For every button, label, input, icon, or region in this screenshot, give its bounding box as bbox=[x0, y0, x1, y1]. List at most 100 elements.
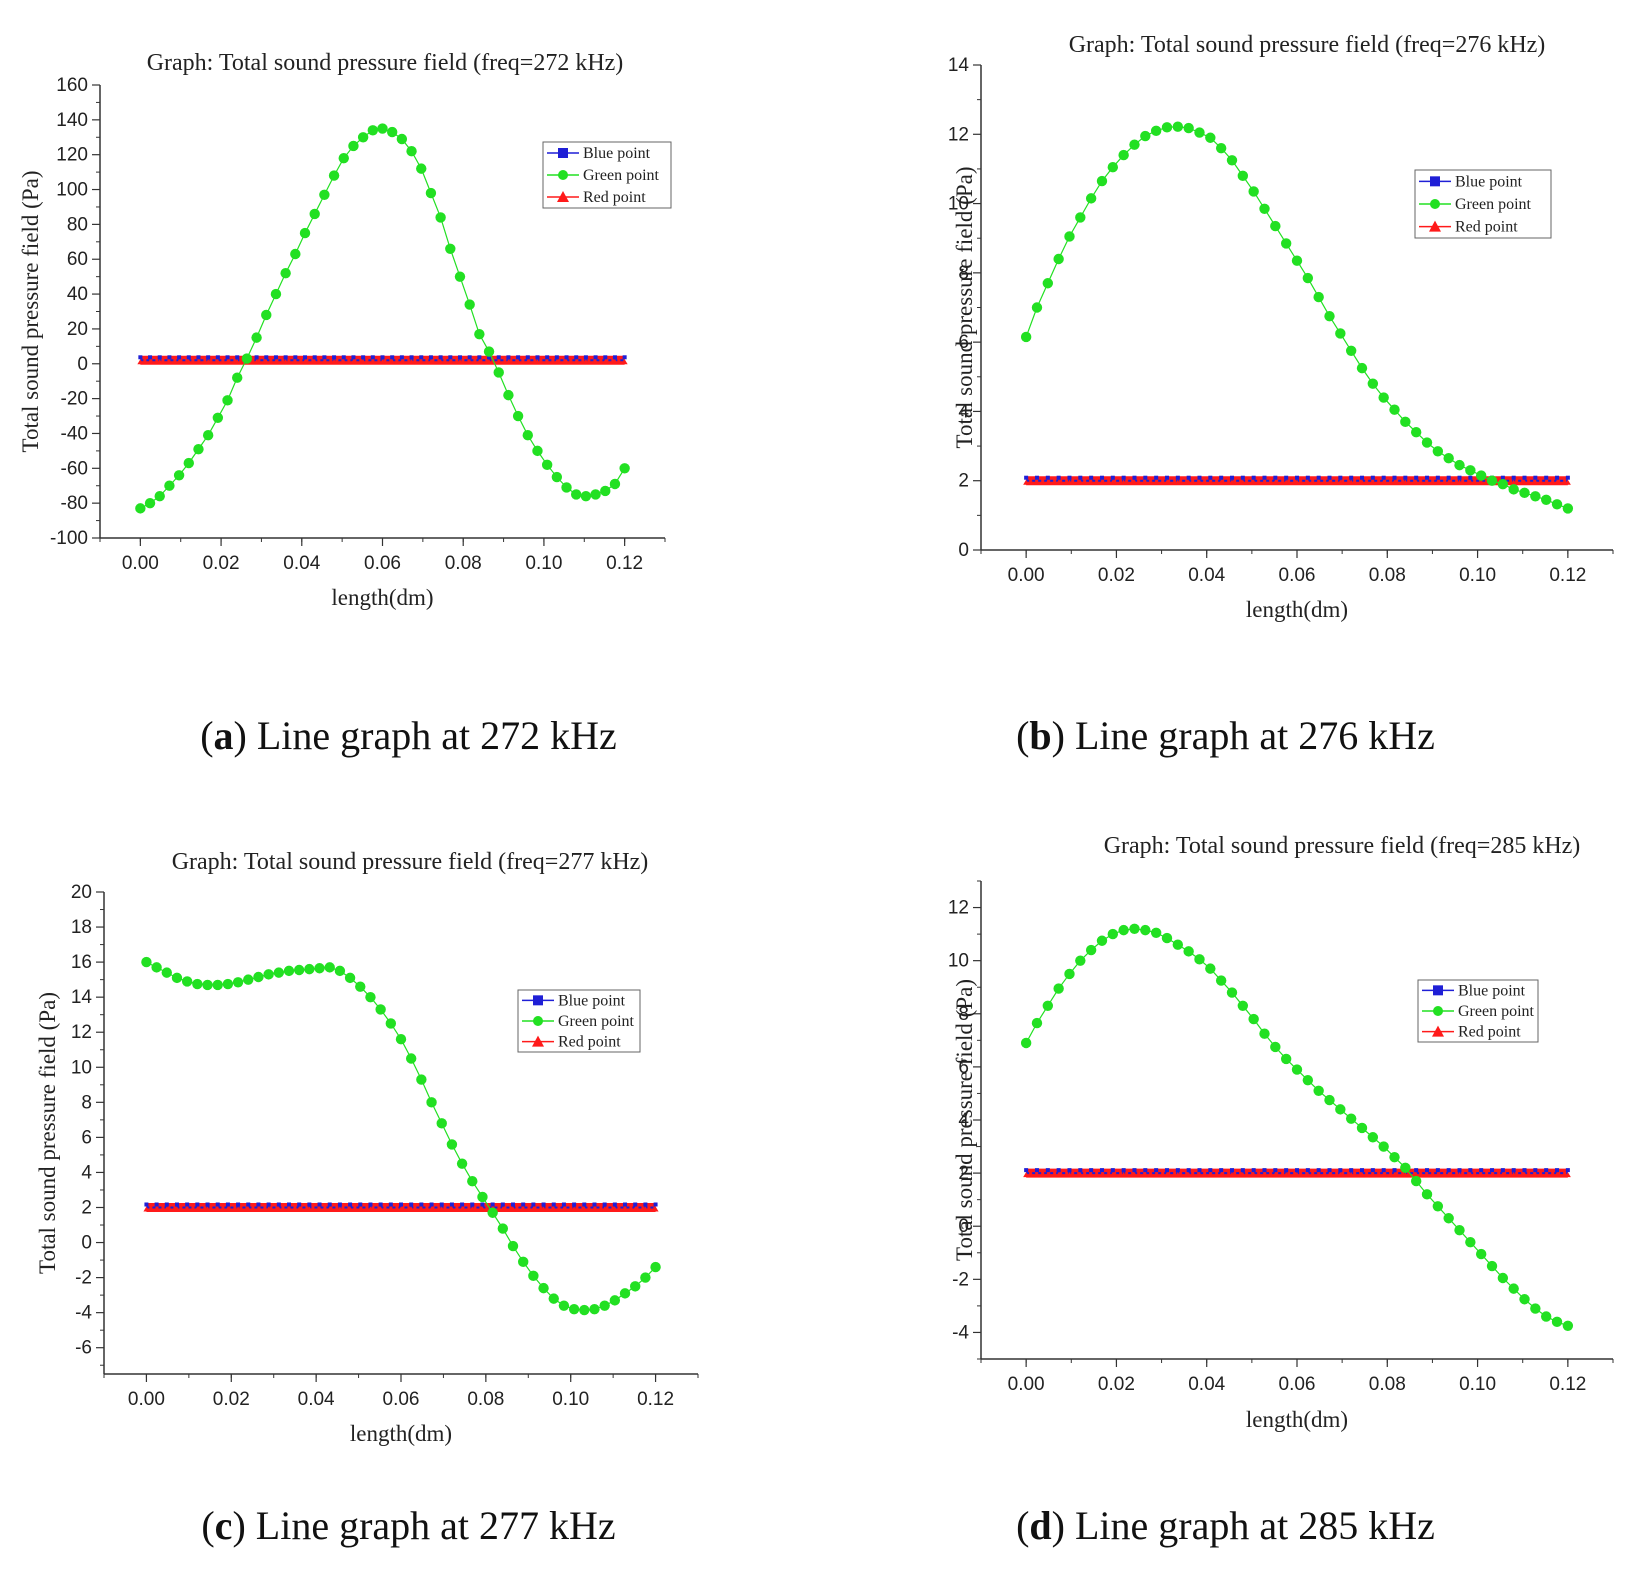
green-point bbox=[1259, 1028, 1270, 1039]
y-tick-label: -2 bbox=[952, 1269, 969, 1290]
blue-point bbox=[1435, 475, 1440, 480]
red-point bbox=[1369, 479, 1376, 485]
blue-point bbox=[317, 1202, 322, 1207]
blue-point bbox=[164, 1202, 169, 1207]
green-point bbox=[328, 170, 340, 181]
blue-point bbox=[144, 1202, 149, 1207]
green-point bbox=[551, 471, 563, 483]
blue-point bbox=[1121, 475, 1126, 480]
green-point bbox=[1454, 459, 1465, 471]
green-point bbox=[141, 956, 152, 968]
blue-point bbox=[1533, 1168, 1538, 1173]
red-point bbox=[367, 1206, 374, 1212]
green-point bbox=[1270, 220, 1281, 232]
y-tick-label: 16 bbox=[71, 952, 92, 973]
red-point bbox=[530, 1206, 537, 1212]
blue-point bbox=[215, 1202, 220, 1207]
blue-point bbox=[1132, 475, 1137, 480]
y-tick-label: 8 bbox=[81, 1092, 92, 1113]
blue-point bbox=[1565, 1168, 1570, 1173]
red-point bbox=[581, 1206, 588, 1212]
blue-point bbox=[380, 355, 385, 360]
blue-point bbox=[506, 355, 511, 360]
red-point bbox=[1174, 1172, 1181, 1178]
red-point bbox=[1402, 1172, 1409, 1178]
green-point bbox=[445, 243, 456, 254]
red-point bbox=[1445, 1172, 1452, 1178]
red-point bbox=[245, 1206, 252, 1212]
blue-point bbox=[1360, 475, 1365, 480]
red-point bbox=[1326, 1172, 1333, 1178]
green-point bbox=[1400, 416, 1411, 428]
blue-point bbox=[1110, 1168, 1115, 1173]
green-point bbox=[1551, 1316, 1563, 1328]
red-point bbox=[1163, 1172, 1170, 1178]
x-tick-label: 0.04 bbox=[283, 553, 320, 574]
green-point bbox=[1324, 310, 1335, 322]
green-point bbox=[405, 1053, 417, 1064]
blue-point bbox=[348, 1202, 353, 1207]
y-axis-label: Total sound pressure field (Pa) bbox=[952, 979, 977, 1261]
blue-point bbox=[1034, 1168, 1039, 1173]
green-point bbox=[1389, 404, 1400, 415]
red-point bbox=[1510, 479, 1517, 485]
red-point bbox=[1424, 1172, 1431, 1178]
green-point bbox=[1215, 142, 1227, 154]
blue-point bbox=[293, 355, 298, 360]
y-tick-label: 20 bbox=[67, 319, 88, 340]
blue-point bbox=[1143, 475, 1148, 480]
green-point bbox=[1226, 987, 1238, 998]
y-tick-label: 8 bbox=[958, 1004, 969, 1025]
green-point bbox=[1118, 149, 1129, 161]
red-point bbox=[272, 359, 279, 365]
green-point bbox=[1161, 122, 1173, 133]
blue-point bbox=[1544, 1168, 1549, 1173]
red-point bbox=[1326, 479, 1333, 485]
red-point bbox=[153, 1206, 160, 1212]
red-point bbox=[224, 1206, 231, 1212]
red-point bbox=[1478, 1172, 1485, 1178]
caption-d: (d) Line graph at 285 kHz bbox=[1016, 1503, 1435, 1548]
red-point bbox=[520, 1206, 527, 1212]
green-point bbox=[1497, 1272, 1509, 1284]
red-point bbox=[1434, 479, 1441, 485]
green-point bbox=[154, 490, 165, 502]
y-tick-label: 10 bbox=[948, 951, 969, 972]
chart-panel-c: Graph: Total sound pressure field (freq=… bbox=[0, 791, 817, 1582]
green-point bbox=[1519, 1294, 1530, 1305]
red-point bbox=[1185, 479, 1192, 485]
blue-point bbox=[174, 1202, 179, 1207]
red-point bbox=[1543, 1172, 1550, 1178]
red-point bbox=[573, 359, 580, 365]
blue-point bbox=[1360, 1168, 1365, 1173]
y-tick-label: 8 bbox=[958, 263, 969, 284]
green-point bbox=[1259, 203, 1270, 214]
y-tick-label: -60 bbox=[61, 458, 88, 479]
red-point bbox=[1478, 479, 1485, 485]
blue-point bbox=[337, 1202, 342, 1207]
red-point bbox=[1294, 1172, 1300, 1178]
red-point bbox=[621, 359, 628, 365]
red-point bbox=[1066, 1172, 1073, 1178]
blue-point bbox=[535, 355, 540, 360]
blue-point bbox=[612, 1202, 617, 1207]
blue-point bbox=[511, 1202, 516, 1207]
blue-point bbox=[1381, 475, 1386, 480]
green-point bbox=[212, 412, 224, 423]
blue-point bbox=[1045, 475, 1050, 480]
red-point bbox=[524, 359, 531, 365]
blue-point bbox=[1219, 475, 1224, 480]
blue-point bbox=[307, 1202, 312, 1207]
blue-point bbox=[439, 1202, 444, 1207]
red-point bbox=[534, 359, 541, 365]
green-point bbox=[1064, 231, 1075, 242]
legend-marker-square bbox=[1430, 176, 1440, 187]
green-point bbox=[1551, 499, 1563, 510]
red-point bbox=[389, 359, 396, 365]
green-point bbox=[454, 271, 466, 282]
blue-point bbox=[593, 355, 598, 360]
blue-point bbox=[186, 355, 191, 360]
green-point bbox=[1280, 238, 1292, 249]
green-point bbox=[151, 962, 162, 973]
green-point bbox=[503, 389, 514, 401]
